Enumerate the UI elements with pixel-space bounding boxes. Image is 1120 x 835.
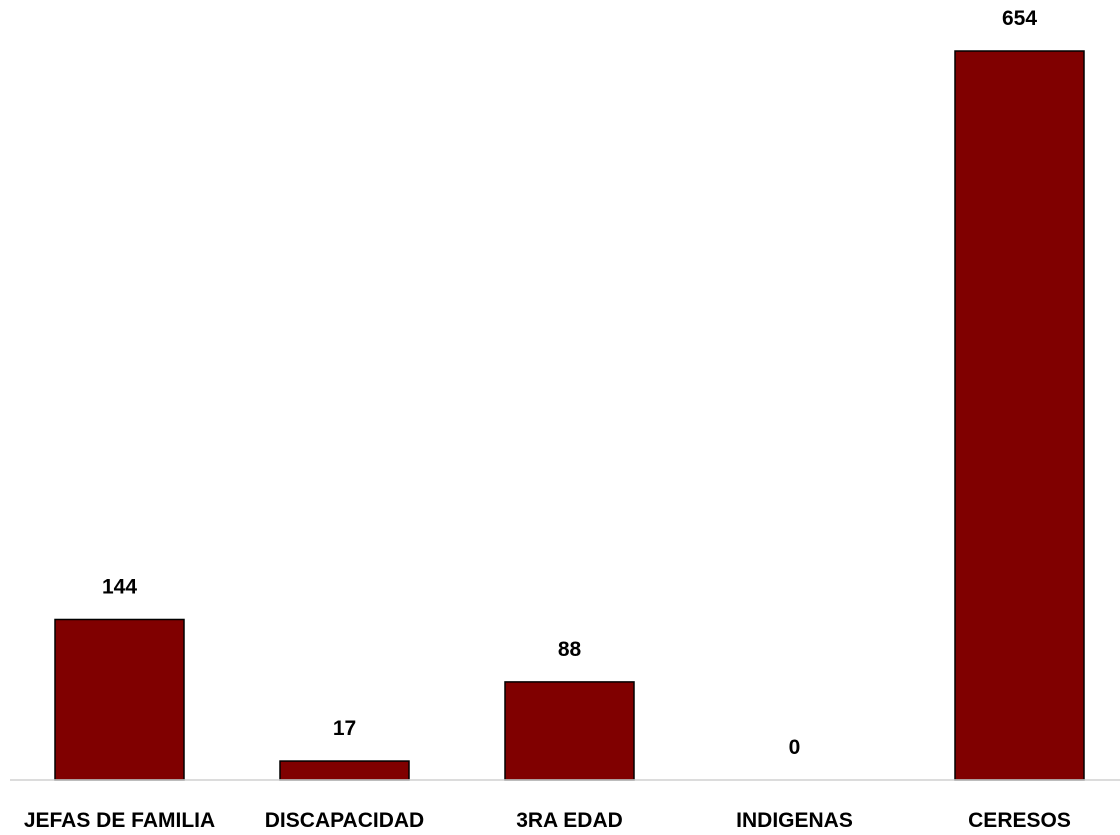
x-tick-label: JEFAS DE FAMILIA — [24, 809, 215, 832]
bar-discapacidad — [279, 760, 410, 781]
data-label: 144 — [102, 575, 137, 598]
x-tick-label: DISCAPACIDAD — [265, 809, 424, 832]
bar-ceresos — [954, 50, 1085, 781]
x-tick-label: CERESOS — [968, 809, 1071, 832]
data-label: 0 — [789, 736, 801, 759]
bars-layer — [54, 50, 1085, 781]
bar-3ra-edad — [504, 681, 635, 781]
data-label: 88 — [558, 638, 582, 661]
x-tick-labels-layer: JEFAS DE FAMILIA DISCAPACIDAD 3RA EDAD INDI… — [24, 809, 1071, 832]
bar-jefas-de-familia — [54, 618, 185, 781]
data-label: 17 — [333, 717, 356, 740]
x-tick-label: INDIGENAS — [736, 809, 853, 832]
data-labels-layer: 144 17 88 0 654 — [102, 7, 1037, 759]
x-tick-label: 3RA EDAD — [516, 809, 623, 832]
data-label: 654 — [1002, 7, 1037, 30]
